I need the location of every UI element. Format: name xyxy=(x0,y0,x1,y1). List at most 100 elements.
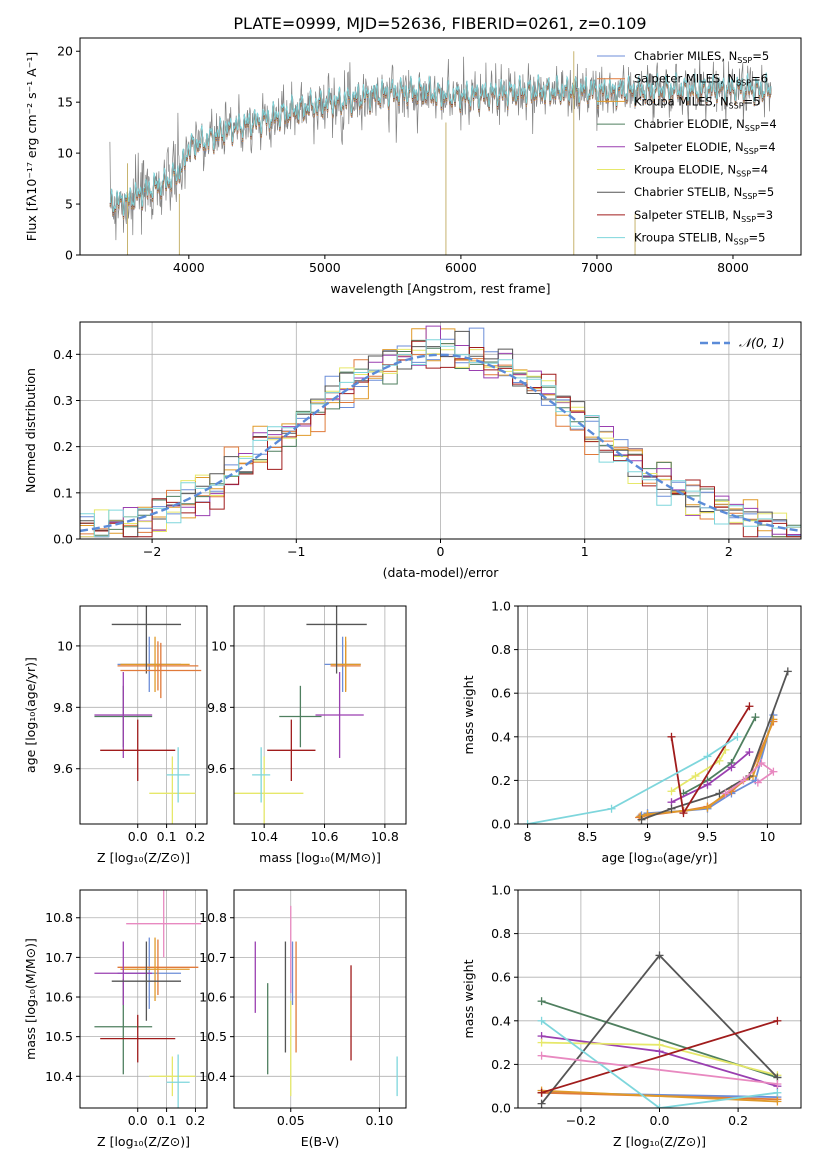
x-axis-label: Z [log₁₀(Z/Z⊙)] xyxy=(97,850,190,865)
marker xyxy=(537,1016,546,1025)
marker xyxy=(691,772,700,781)
error-bar xyxy=(315,672,364,758)
marker xyxy=(721,789,730,798)
y-tick-label: 10 xyxy=(57,638,73,653)
x-tick-label: 0.2 xyxy=(186,1113,206,1128)
chart-mass_weight_vs_age: 8 8.5 9 9.5 10 0.0 0.2 0.4 0.6 0.8 1.0 age [log₁₀(a… xyxy=(461,599,802,865)
marker xyxy=(637,815,646,824)
y-tick-label: 0.0 xyxy=(491,1101,511,1116)
legend-entry: Kroupa ELODIE, NSSP=4 xyxy=(634,163,768,179)
x-tick-label: 9 xyxy=(644,829,652,844)
x-tick-label: 4000 xyxy=(173,260,205,275)
y-axis-label: age [log₁₀(age/yr)] xyxy=(23,657,38,773)
x-tick-label: 0.05 xyxy=(277,1113,305,1128)
axes-frame xyxy=(79,605,208,825)
y-tick-label: 1.0 xyxy=(491,599,511,614)
marker xyxy=(703,752,712,761)
y-tick-label: 0.0 xyxy=(53,532,73,547)
weight-line xyxy=(671,751,750,804)
error-bar xyxy=(120,937,190,1001)
marker xyxy=(769,767,778,776)
marker xyxy=(607,804,616,813)
marker xyxy=(773,1097,782,1106)
axes-frame xyxy=(233,605,407,825)
plot-area xyxy=(80,325,801,539)
y-tick-label: 0.2 xyxy=(491,773,511,788)
chart-ebv: 0.05 0.10 10.4 10.5 10.6 10.7 10.8 E(B-V) xyxy=(199,889,407,1149)
marker xyxy=(537,1051,546,1060)
error-bar xyxy=(149,756,196,824)
chart-spectrum: 4000 5000 6000 7000 8000 0 5 10 15 20 wavelength [… xyxy=(24,37,802,296)
legend-entry: 𝒩(0, 1) xyxy=(739,335,785,350)
y-tick-label: 0.8 xyxy=(491,926,511,941)
marker xyxy=(655,951,664,960)
marker xyxy=(773,1088,782,1097)
x-axis-label: (data-model)/error xyxy=(383,565,500,580)
y-tick-label: 0.6 xyxy=(491,970,511,985)
weight-line xyxy=(541,1020,778,1108)
marker xyxy=(679,809,688,818)
weight-line xyxy=(541,1054,778,1085)
y-tick-label: 0.2 xyxy=(491,1057,511,1072)
y-tick-label: 10.8 xyxy=(45,910,73,925)
y-tick-label: 10.4 xyxy=(45,1069,73,1084)
error-bar xyxy=(279,685,322,748)
legend-entry: Chabrier MILES, NSSP=5 xyxy=(634,49,769,65)
y-tick-label: 0.3 xyxy=(53,393,73,408)
marker xyxy=(537,1088,546,1097)
y-axis-label: mass weight xyxy=(461,959,476,1038)
y-tick-label: 15 xyxy=(57,95,73,110)
marker xyxy=(753,778,762,787)
chart-age_vs_Z: 0.0 0.1 0.2 9.6 9.8 10 Z [log₁₀(Z/Z⊙)] age [log… xyxy=(23,605,208,865)
legend-entry: Chabrier ELODIE, NSSP=4 xyxy=(634,117,777,133)
x-tick-label: 0.0 xyxy=(650,1113,670,1128)
error-bar xyxy=(306,606,367,674)
chart-mass_vs_Z: 0.0 0.1 0.2 10.4 10.5 10.6 10.7 10.8 Z [log₁₀(Z/… xyxy=(23,889,208,1149)
x-tick-label: −2 xyxy=(143,544,161,559)
error-bar xyxy=(100,1014,176,1063)
error-bar xyxy=(94,672,153,758)
x-tick-label: 0.0 xyxy=(128,829,148,844)
x-tick-label: 0.2 xyxy=(186,829,206,844)
marker xyxy=(655,1040,664,1049)
x-tick-label: 0.10 xyxy=(365,1113,393,1128)
weight-line xyxy=(527,736,738,824)
y-tick-label: 0.0 xyxy=(491,817,511,832)
x-tick-label: 8.5 xyxy=(578,829,598,844)
axes-frame xyxy=(79,37,802,256)
error-bar xyxy=(166,747,190,803)
y-tick-label: 10.6 xyxy=(45,990,73,1005)
error-bar xyxy=(94,941,153,1005)
axes-frame xyxy=(517,605,802,825)
y-tick-label: 0.1 xyxy=(53,485,73,500)
y-tick-label: 0.6 xyxy=(491,686,511,701)
x-axis-label: E(B-V) xyxy=(301,1134,340,1149)
residual-histogram xyxy=(80,330,801,539)
y-tick-label: 0.8 xyxy=(491,642,511,657)
legend: Chabrier MILES, NSSP=5 Salpeter MILES, NS… xyxy=(597,49,777,247)
x-tick-label: 1 xyxy=(581,544,589,559)
y-tick-label: 10.4 xyxy=(199,1069,227,1084)
error-bar xyxy=(117,939,199,996)
weight-line xyxy=(671,749,727,793)
weight-line xyxy=(683,716,757,795)
legend-entry: Kroupa STELIB, NSSP=5 xyxy=(634,231,765,247)
legend-entry: Salpeter MILES, NSSP=6 xyxy=(634,72,768,88)
y-tick-label: 10.5 xyxy=(199,1029,227,1044)
marker xyxy=(745,748,754,757)
marker xyxy=(727,763,736,772)
legend-entry: Salpeter STELIB, NSSP=3 xyxy=(634,208,773,224)
y-axis-label: mass [log₁₀(M/M⊙)] xyxy=(23,938,38,1060)
marker xyxy=(667,787,676,796)
plot-area xyxy=(94,890,202,1108)
marker xyxy=(773,1080,782,1089)
chart-residuals: −2 −1 0 1 2 0.0 0.1 0.2 0.3 0.4 (data-model)/error… xyxy=(23,321,802,580)
marker xyxy=(773,1016,782,1025)
marker xyxy=(537,1038,546,1047)
plot-area xyxy=(523,667,792,824)
residual-histogram xyxy=(80,339,801,539)
plot-area xyxy=(94,606,202,824)
y-tick-label: 0.4 xyxy=(491,1013,511,1028)
error-bar xyxy=(120,636,190,692)
error-bar xyxy=(100,719,176,782)
